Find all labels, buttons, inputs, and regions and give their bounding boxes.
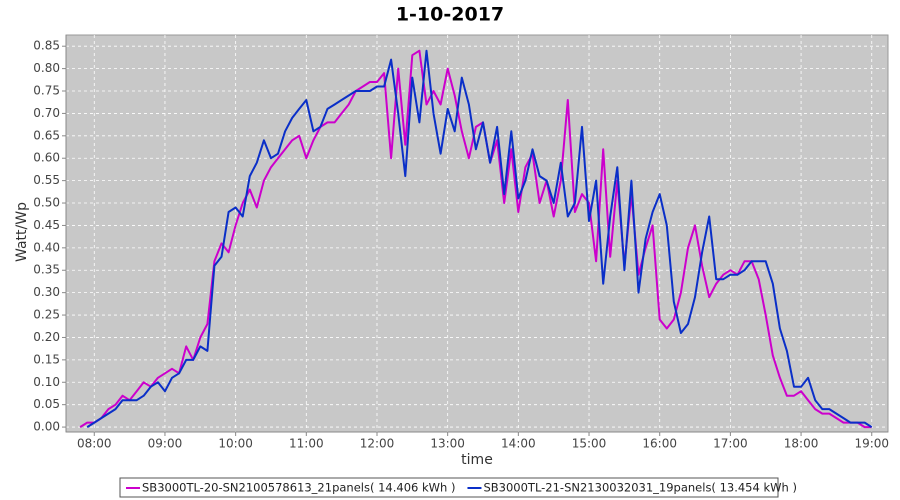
x-tick-label: 19:00: [854, 437, 889, 451]
legend-label: SB3000TL-20-SN2100578613_21panels( 14.40…: [142, 481, 455, 495]
data-line: [86, 49, 873, 428]
x-axis-label: time: [461, 452, 493, 468]
x-tick-label: 10:00: [218, 437, 253, 451]
x-tick-label: 15:00: [572, 437, 607, 451]
y-tick-label: 0.85: [33, 39, 60, 53]
legend-label: SB3000TL-21-SN2130032031_19panels( 13.45…: [483, 481, 796, 495]
x-tick-label: 08:00: [77, 437, 112, 451]
x-tick-label: 12:00: [360, 437, 395, 451]
y-tick-label: 0.20: [33, 330, 60, 344]
chart-title: 1-10-2017: [396, 4, 504, 26]
x-tick-label: 14:00: [501, 437, 536, 451]
y-tick-label: 0.40: [33, 240, 60, 254]
plot-area: [65, 34, 889, 433]
x-tick-label: 16:00: [642, 437, 677, 451]
y-tick-label: 0.65: [33, 128, 60, 142]
y-tick-label: 0.80: [33, 61, 60, 75]
y-tick-label: 0.30: [33, 285, 60, 299]
legend-box: [119, 477, 779, 498]
y-tick-label: 0.35: [33, 263, 60, 277]
x-tick-label: 13:00: [430, 437, 465, 451]
y-tick-label: 0.25: [33, 308, 60, 322]
y-tick-label: 0.75: [33, 84, 60, 98]
x-tick-label: 09:00: [148, 437, 183, 451]
x-tick-label: 17:00: [713, 437, 748, 451]
y-axis-label: Watt/Wp: [14, 202, 30, 262]
y-tick-label: 0.05: [33, 397, 60, 411]
y-tick-label: 0.45: [33, 218, 60, 232]
y-tick-label: 0.60: [33, 151, 60, 165]
y-tick-label: 0.10: [33, 375, 60, 389]
x-tick-label: 18:00: [784, 437, 819, 451]
y-tick-label: 0.00: [33, 420, 60, 434]
y-tick-label: 0.55: [33, 173, 60, 187]
y-tick-label: 0.50: [33, 196, 60, 210]
y-tick-label: 0.15: [33, 352, 60, 366]
x-tick-label: 11:00: [289, 437, 324, 451]
y-tick-label: 0.70: [33, 106, 60, 120]
